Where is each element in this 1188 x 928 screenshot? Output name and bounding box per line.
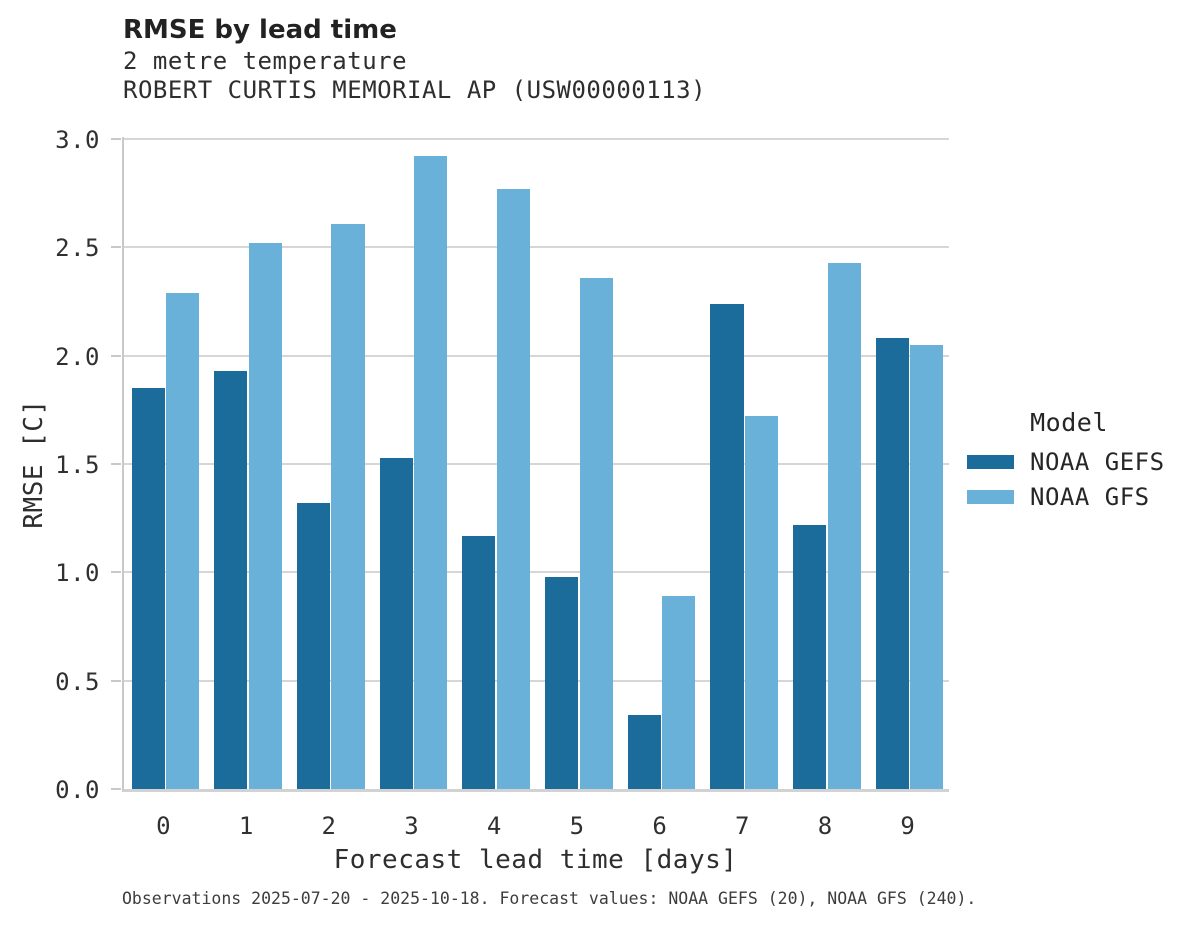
bar-noaa-gefs: [131, 388, 165, 789]
plot-area: 0.0 0.5 1.0 1.5 2.0 2.5 3.0: [55, 126, 951, 804]
y-tick-mark: [111, 679, 121, 682]
legend-title: Model: [1030, 408, 1108, 437]
x-tick-label: 8: [817, 812, 833, 840]
bar-noaa-gfs: [414, 156, 448, 789]
y-tick-label: 2.5: [55, 234, 100, 263]
bar-noaa-gfs: [331, 223, 365, 789]
gridline: [124, 463, 949, 465]
bar-noaa-gfs: [496, 188, 530, 789]
x-tick-label: 1: [238, 812, 254, 840]
bar-noaa-gfs: [248, 243, 282, 789]
bar-noaa-gfs: [827, 262, 861, 789]
y-tick-mark: [111, 354, 121, 357]
gridline: [124, 246, 949, 249]
y-tick-label: 0.0: [55, 776, 100, 804]
bar-noaa-gefs: [462, 535, 496, 789]
legend-label-gfs: NOAA GFS: [1030, 483, 1150, 511]
bar-group: [372, 137, 455, 789]
x-axis-title: Forecast lead time [days]: [333, 845, 738, 875]
y-tick-label: 2.0: [55, 342, 100, 371]
bar-group: [207, 137, 290, 789]
x-tick-label: 0: [156, 812, 171, 840]
chart-title: RMSE by lead time: [123, 15, 397, 45]
bar-group: [124, 137, 207, 789]
bar-noaa-gfs: [744, 416, 779, 789]
x-tick-label: 3: [404, 812, 419, 840]
y-tick-mark: [111, 571, 121, 574]
bar-group: [786, 137, 869, 789]
bar-noaa-gfs: [579, 277, 613, 789]
x-tick-label: 7: [735, 812, 750, 840]
legend-label-gefs: NOAA GEFS: [1030, 448, 1165, 476]
bar-noaa-gefs: [793, 524, 827, 789]
bar-group: [455, 137, 538, 789]
gridline: [124, 138, 949, 140]
bar-noaa-gefs: [545, 576, 579, 789]
bar-group: [703, 137, 786, 789]
y-tick-label: 1.0: [55, 559, 100, 588]
gridline: [124, 571, 949, 574]
chart-subtitle-variable: 2 metre temperature: [123, 47, 408, 75]
legend: Model NOAA GEFS NOAA GFS: [960, 408, 1178, 518]
bar-noaa-gefs: [379, 457, 413, 789]
y-tick-mark: [111, 463, 121, 465]
y-tick-mark: [111, 246, 121, 249]
x-tick-label: 4: [486, 812, 502, 840]
bar-noaa-gfs: [166, 292, 200, 789]
gridline: [124, 679, 949, 682]
x-tick-label: 9: [900, 812, 915, 840]
bar-group: [620, 137, 703, 789]
bar-group: [538, 137, 621, 789]
legend-swatch-gfs: [967, 490, 1014, 504]
legend-entry-gfs: NOAA GFS: [960, 483, 1178, 511]
gridline: [124, 354, 949, 357]
bar-group: [289, 137, 372, 789]
x-tick-label: 5: [569, 812, 585, 840]
y-tick-label: 1.5: [55, 451, 100, 479]
chart-header: RMSE by lead time 2 metre temperature RO…: [123, 14, 706, 105]
legend-swatch-gefs: [967, 455, 1014, 469]
bar-noaa-gefs: [214, 370, 248, 789]
bar-noaa-gfs: [662, 596, 696, 789]
y-tick-mark: [111, 788, 121, 790]
x-axis-ticks: 0 1 2 3 4 5 6 7 8 9: [122, 812, 949, 842]
caption: Observations 2025-07-20 - 2025-10-18. Fo…: [122, 889, 977, 908]
y-tick-label: 3.0: [55, 126, 100, 154]
bar-group: [868, 137, 951, 789]
legend-entry-gefs: NOAA GEFS: [960, 448, 1178, 476]
y-tick-label: 0.5: [55, 667, 100, 696]
bar-noaa-gefs: [296, 503, 331, 789]
x-tick-label: 2: [321, 812, 336, 840]
bar-noaa-gefs: [710, 303, 744, 789]
chart-subtitle-station: ROBERT CURTIS MEMORIAL AP (USW00000113): [123, 76, 707, 104]
bar-noaa-gefs: [627, 715, 661, 789]
x-tick-label: 6: [652, 812, 667, 840]
bar-noaa-gfs: [910, 344, 944, 789]
y-tick-mark: [111, 138, 121, 140]
bar-noaa-gefs: [875, 338, 909, 789]
